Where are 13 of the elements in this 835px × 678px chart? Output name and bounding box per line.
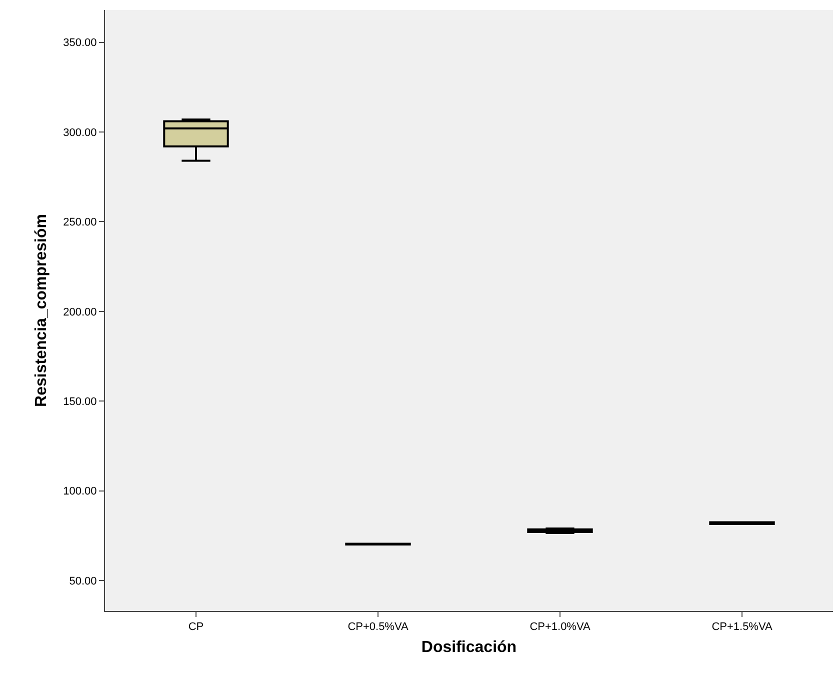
y-tick-label: 250.00 [63,216,97,229]
x-tick-label: CP [188,621,204,634]
x-tick-label: CP+1.0%VA [530,621,591,634]
y-tick-label: 100.00 [63,486,97,498]
x-tick-label: CP+1.5%VA [712,621,773,634]
x-tick-label: CP+0.5%VA [348,621,409,634]
y-tick-label: 350.00 [63,37,97,50]
y-tick-label: 300.00 [63,126,97,139]
y-tick-label: 200.00 [63,306,97,318]
x-axis-title: Dosificación [421,638,517,656]
y-tick-label: 150.00 [63,396,97,408]
y-axis-title: Resistencia_compresióm [33,214,50,407]
y-tick-label: 50.00 [69,575,97,588]
